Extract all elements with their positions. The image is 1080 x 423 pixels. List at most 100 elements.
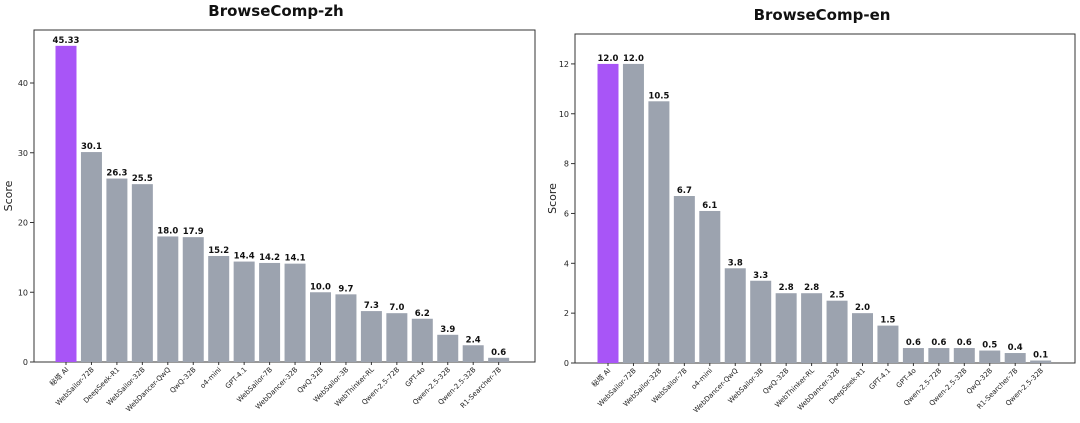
chart2-bar [724,268,746,363]
chart2-bar [801,293,823,363]
chart2-value-label: 0.6 [957,338,972,348]
chart2-bar [622,63,644,364]
chart1-bar [360,311,382,362]
chart1-bar [310,292,331,362]
chart2-bar [750,280,772,363]
chart1-category-label: QwQ-32B [169,366,198,395]
chart2-ytick-label: 10 [559,110,569,119]
chart2-ylabel: Score [546,183,559,214]
chart1-ylabel: Score [2,180,15,211]
chart2-ytick-label: 2 [564,309,569,318]
chart2-title: BrowseComp-en [754,6,891,24]
chart1-ytick-label: 20 [18,219,28,228]
chart1-value-label: 7.3 [364,301,379,311]
chart1-category-label: GPT-4.1 [224,366,249,391]
chart2-value-label: 2.8 [804,283,819,293]
chart1-bar [488,357,510,362]
chart1-bar [284,263,306,362]
chart2-value-label: 0.4 [1008,343,1023,353]
chart2-value-label: 2.0 [855,303,870,313]
chart1-value-label: 45.33 [53,36,80,46]
chart2-bar [597,63,619,364]
chart1-title: BrowseComp-zh [208,2,343,20]
chart2-ytick-label: 12 [559,60,569,69]
chart1-value-label: 0.6 [491,348,506,358]
chart1-value-label: 25.5 [132,174,153,184]
chart2-bar [775,293,797,363]
chart2-value-label: 2.8 [779,283,794,293]
chart2-value-label: 12.0 [598,54,619,64]
chart2-category-label: 秘塔 AI [590,366,613,389]
chart2-bar [648,101,670,363]
chart2-value-label: 0.6 [906,338,921,348]
chart1-ytick-label: 40 [18,79,28,88]
chart1-bar [437,334,459,362]
chart1-value-label: 6.2 [415,309,430,319]
chart2-value-label: 3.3 [753,271,768,281]
chart2-ytick-label: 4 [564,259,569,268]
chart2-bar [928,348,950,363]
chart1-bar [411,318,433,362]
chart1-value-label: 30.1 [81,142,102,152]
chart2-value-label: 0.6 [931,338,946,348]
chart2-category-label: GPT-4.1 [868,367,893,392]
chart1-category-label: WebDancer-QwQ [124,365,172,413]
chart1-value-label: 10.0 [310,282,331,292]
chart2-category-label: WebDancer-QwQ [692,366,740,414]
chart1-category-label: o4-mini [199,366,223,390]
chart1-value-label: 26.3 [106,169,127,179]
chart1-value-label: 7.0 [389,303,404,313]
chart1-bar [335,294,357,362]
chart2-value-label: 0.1 [1033,351,1048,361]
chart2-value-label: 10.5 [648,91,669,101]
chart2-value-label: 12.0 [623,54,644,64]
chart2-value-label: 3.8 [728,258,743,268]
chart1-value-label: 17.9 [183,227,204,237]
chart2-plot-frame [574,33,1076,364]
chart1-bar [386,313,408,362]
chart1-bar [259,262,281,362]
chart1-bar [106,178,128,362]
chart2-bar [852,313,873,363]
chart1-category-label: 秘塔 AI [48,365,71,388]
chart1-bar [157,236,179,362]
chart2-value-label: 2.5 [830,291,845,301]
chart1-plot-frame [33,29,536,363]
chart1-ytick-label: 30 [18,149,28,158]
chart1-value-label: 15.2 [208,246,229,256]
chart1-bar [208,255,230,362]
chart2-category-label: o4-mini [690,367,714,391]
chart1-bar [462,345,484,362]
chart2-value-label: 6.1 [702,201,717,211]
chart1-value-label: 14.2 [259,253,280,263]
chart1-bar [131,184,153,362]
chart1-value-label: 3.9 [440,325,455,335]
chart1-ytick-label: 10 [18,288,28,297]
chart2-bar [1030,360,1052,363]
chart1-value-label: 14.1 [285,254,306,264]
chart1-ytick-label: 0 [23,358,28,367]
chart1-bar [55,45,77,363]
chart2-bar [902,348,924,363]
chart1-bar [80,152,102,362]
chart2-bar [979,350,1001,363]
chart2-value-label: 0.5 [982,341,997,351]
chart1-bar [233,261,255,362]
chart1-bar [182,237,204,362]
chart2-ytick-label: 6 [564,209,569,218]
chart2-bar [826,300,848,363]
chart1-value-label: 2.4 [466,335,481,345]
chart2-bar [953,348,975,363]
chart2-bar [1004,353,1026,363]
chart1-value-label: 18.0 [157,226,178,236]
chart1-value-label: 9.7 [338,284,353,294]
chart2-ytick-label: 0 [564,359,569,368]
chart2-bar [699,210,721,363]
chart1-value-label: 14.4 [234,252,255,262]
chart2-value-label: 6.7 [677,186,692,196]
chart2-bar [877,325,899,363]
chart1-category-label: GPT-4o [404,366,427,389]
chart2-category-label: GPT-4o [895,367,918,390]
chart2-bar [673,196,695,363]
